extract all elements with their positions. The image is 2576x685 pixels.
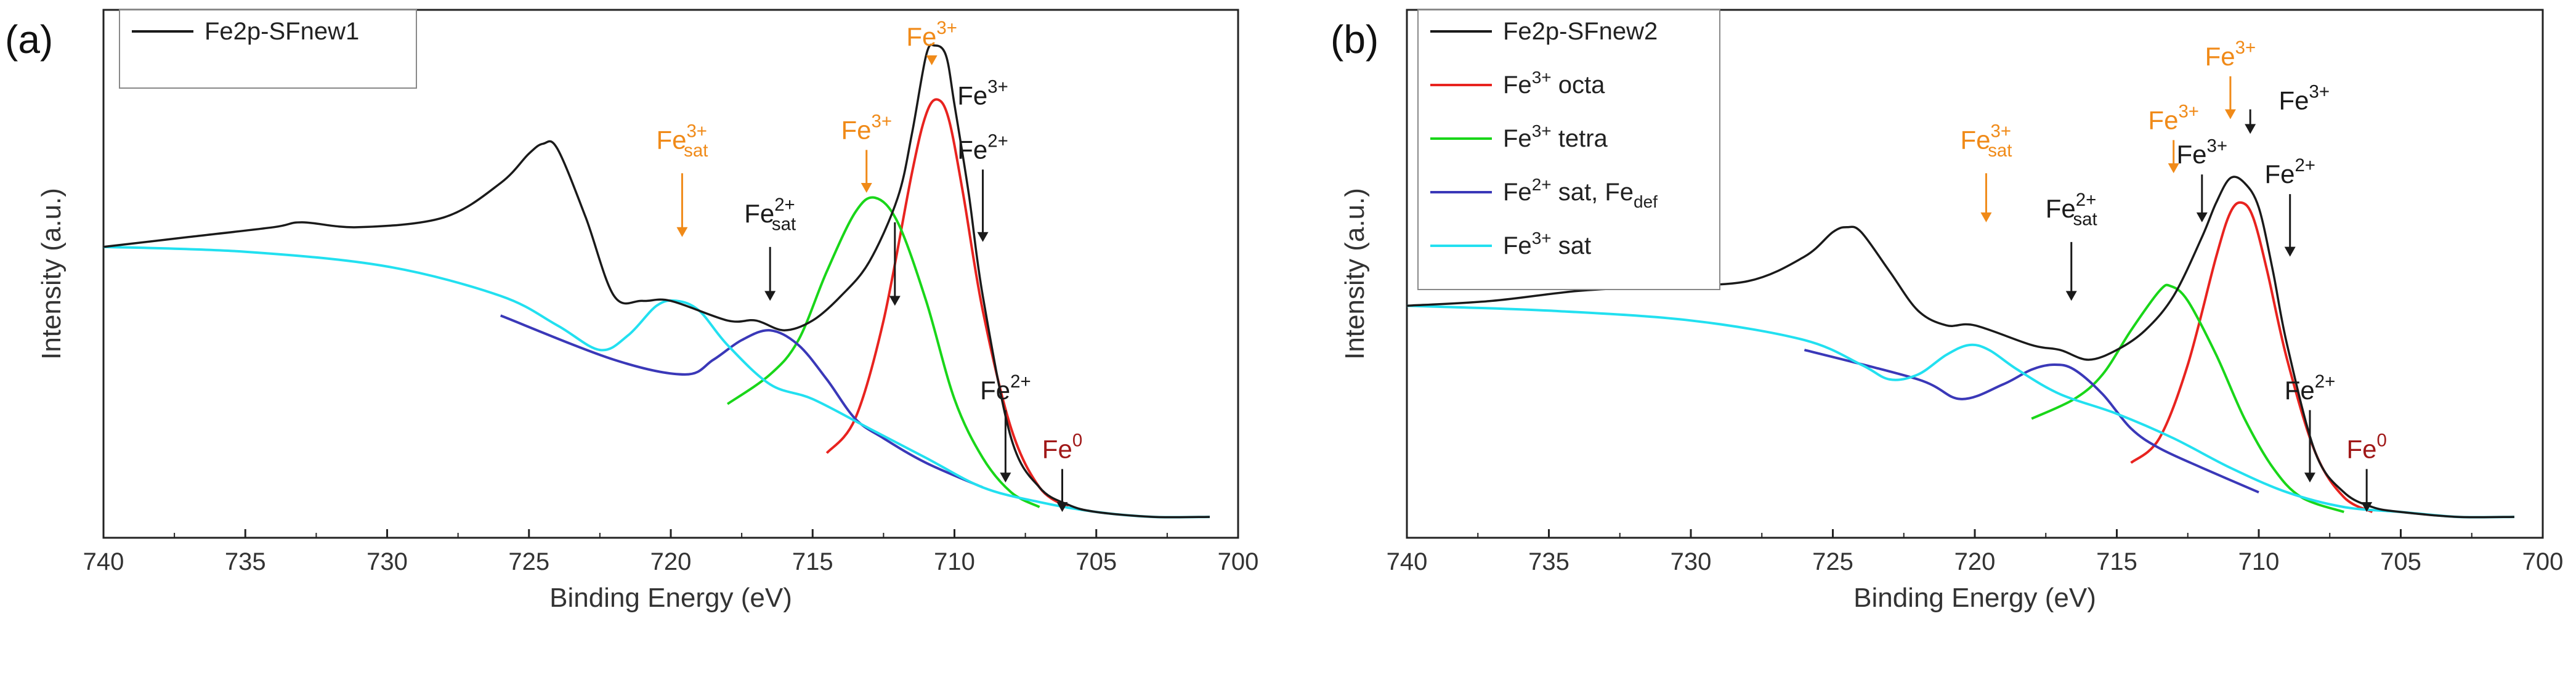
x-tick-label: 715: [792, 548, 833, 575]
peak-label: Fe3+: [2177, 136, 2228, 169]
peak-label: Fe3+ sat: [656, 121, 708, 161]
peak-arrow-head: [861, 183, 872, 193]
peak-label: Fe3+: [906, 18, 957, 51]
x-tick-label: 720: [650, 548, 692, 575]
x-tick-label: 710: [2238, 548, 2280, 575]
legend-box: [1417, 9, 1720, 290]
x-axis-label: Binding Energy (eV): [1853, 583, 2096, 613]
panel-label: (b): [1331, 17, 1379, 62]
peak-arrow-head: [764, 291, 776, 301]
peak-label: Fe3+: [2278, 82, 2330, 115]
x-tick-label: 740: [1387, 548, 1428, 575]
x-tick-label: 730: [1671, 548, 1712, 575]
x-tick-label: 740: [83, 548, 124, 575]
x-tick-label: 705: [2380, 548, 2421, 575]
peak-label: Fe2+ sat: [2046, 190, 2097, 230]
x-tick-label: 720: [1954, 548, 1996, 575]
x-tick-label: 700: [2522, 548, 2564, 575]
y-axis-label: Intensity (a.u.): [36, 188, 67, 360]
peak-arrow-head: [2361, 502, 2373, 513]
peak-arrow-head: [2224, 109, 2236, 120]
x-tick-label: 725: [508, 548, 549, 575]
peak-arrow-head: [889, 296, 901, 306]
series-fe3-tetra: [726, 196, 1040, 508]
peak-arrow-head: [2304, 472, 2315, 483]
peak-arrow-head: [2245, 124, 2256, 134]
peak-arrow-head: [977, 232, 989, 242]
legend: Fe2p-SFnew2 Fe3+ octa Fe3+ tetra Fe2+ sat, …: [1417, 9, 1720, 290]
peak-label: Fe3+: [957, 77, 1008, 110]
x-tick-label: 735: [1528, 548, 1569, 575]
series-fe2p-sfnew1: [103, 43, 1210, 519]
peak-arrow-head: [2196, 212, 2208, 222]
series-fe3-sat: [1406, 304, 2514, 519]
legend-entry: Fe2p-SFnew2: [1503, 18, 1658, 45]
legend-entry: Fe3+ tetra: [1503, 121, 1608, 152]
series-fe3-tetra: [2031, 283, 2344, 513]
legend-box: [119, 9, 417, 89]
x-tick-label: 710: [934, 548, 975, 575]
x-axis-label: Binding Energy (eV): [549, 583, 792, 613]
series-fe3-octa: [2130, 201, 2373, 513]
peak-label: Fe3+: [841, 111, 892, 144]
peak-arrow-head: [1056, 502, 1068, 513]
x-tick-label: 700: [1218, 548, 1259, 575]
peak-label: Fe0: [1042, 431, 1082, 464]
series-fe3-octa: [825, 98, 1069, 508]
x-tick-label: 735: [225, 548, 266, 575]
legend-entry: Fe2+ sat, Fedef: [1503, 175, 1658, 211]
panel-b: (b) 740 735 730 725 720 715 710 705 700 Binding En…: [1331, 9, 2564, 613]
legend: Fe2p-SFnew1: [119, 9, 417, 89]
peak-arrow-head: [676, 227, 688, 237]
legend-entry: Fe3+ octa: [1503, 68, 1605, 99]
series-fe2-sat: [500, 314, 984, 489]
series-fe2-sat-fedef: [1804, 349, 2259, 494]
peak-label: Fe3+: [2148, 102, 2199, 135]
panel-label: (a): [5, 17, 53, 62]
y-axis-label: Intensity (a.u.): [1340, 188, 1370, 360]
peak-label: Fe0: [2346, 431, 2386, 464]
x-tick-label: 705: [1075, 548, 1117, 575]
peak-label: Fe2+: [957, 131, 1008, 164]
legend-entry: Fe3+ sat: [1503, 229, 1591, 259]
peak-arrow-head: [2065, 291, 2077, 301]
peak-label: Fe2+ sat: [744, 195, 796, 235]
x-tick-label: 715: [2096, 548, 2137, 575]
x-tick-label: 725: [1812, 548, 1853, 575]
peak-label: Fe2+: [980, 371, 1031, 405]
peak-arrow-head: [2284, 246, 2296, 257]
peak-arrow-head: [2168, 163, 2179, 174]
x-tick-label: 730: [367, 548, 408, 575]
peak-label: Fe2+: [2264, 155, 2315, 188]
peak-label: Fe3+: [2205, 38, 2256, 71]
series-fe3-sat: [103, 245, 1210, 519]
peak-arrow-head: [926, 55, 938, 65]
peak-arrow-head: [1980, 212, 1992, 222]
peak-label: Fe2+: [2285, 371, 2336, 405]
peak-label: Fe3+ sat: [1960, 121, 2012, 161]
legend-entry: Fe2p-SFnew1: [205, 18, 359, 45]
peak-arrow-head: [1000, 472, 1011, 483]
panel-a: (a) 740 735 730 725 720 715 710 705 700 Binding En…: [5, 9, 1259, 613]
